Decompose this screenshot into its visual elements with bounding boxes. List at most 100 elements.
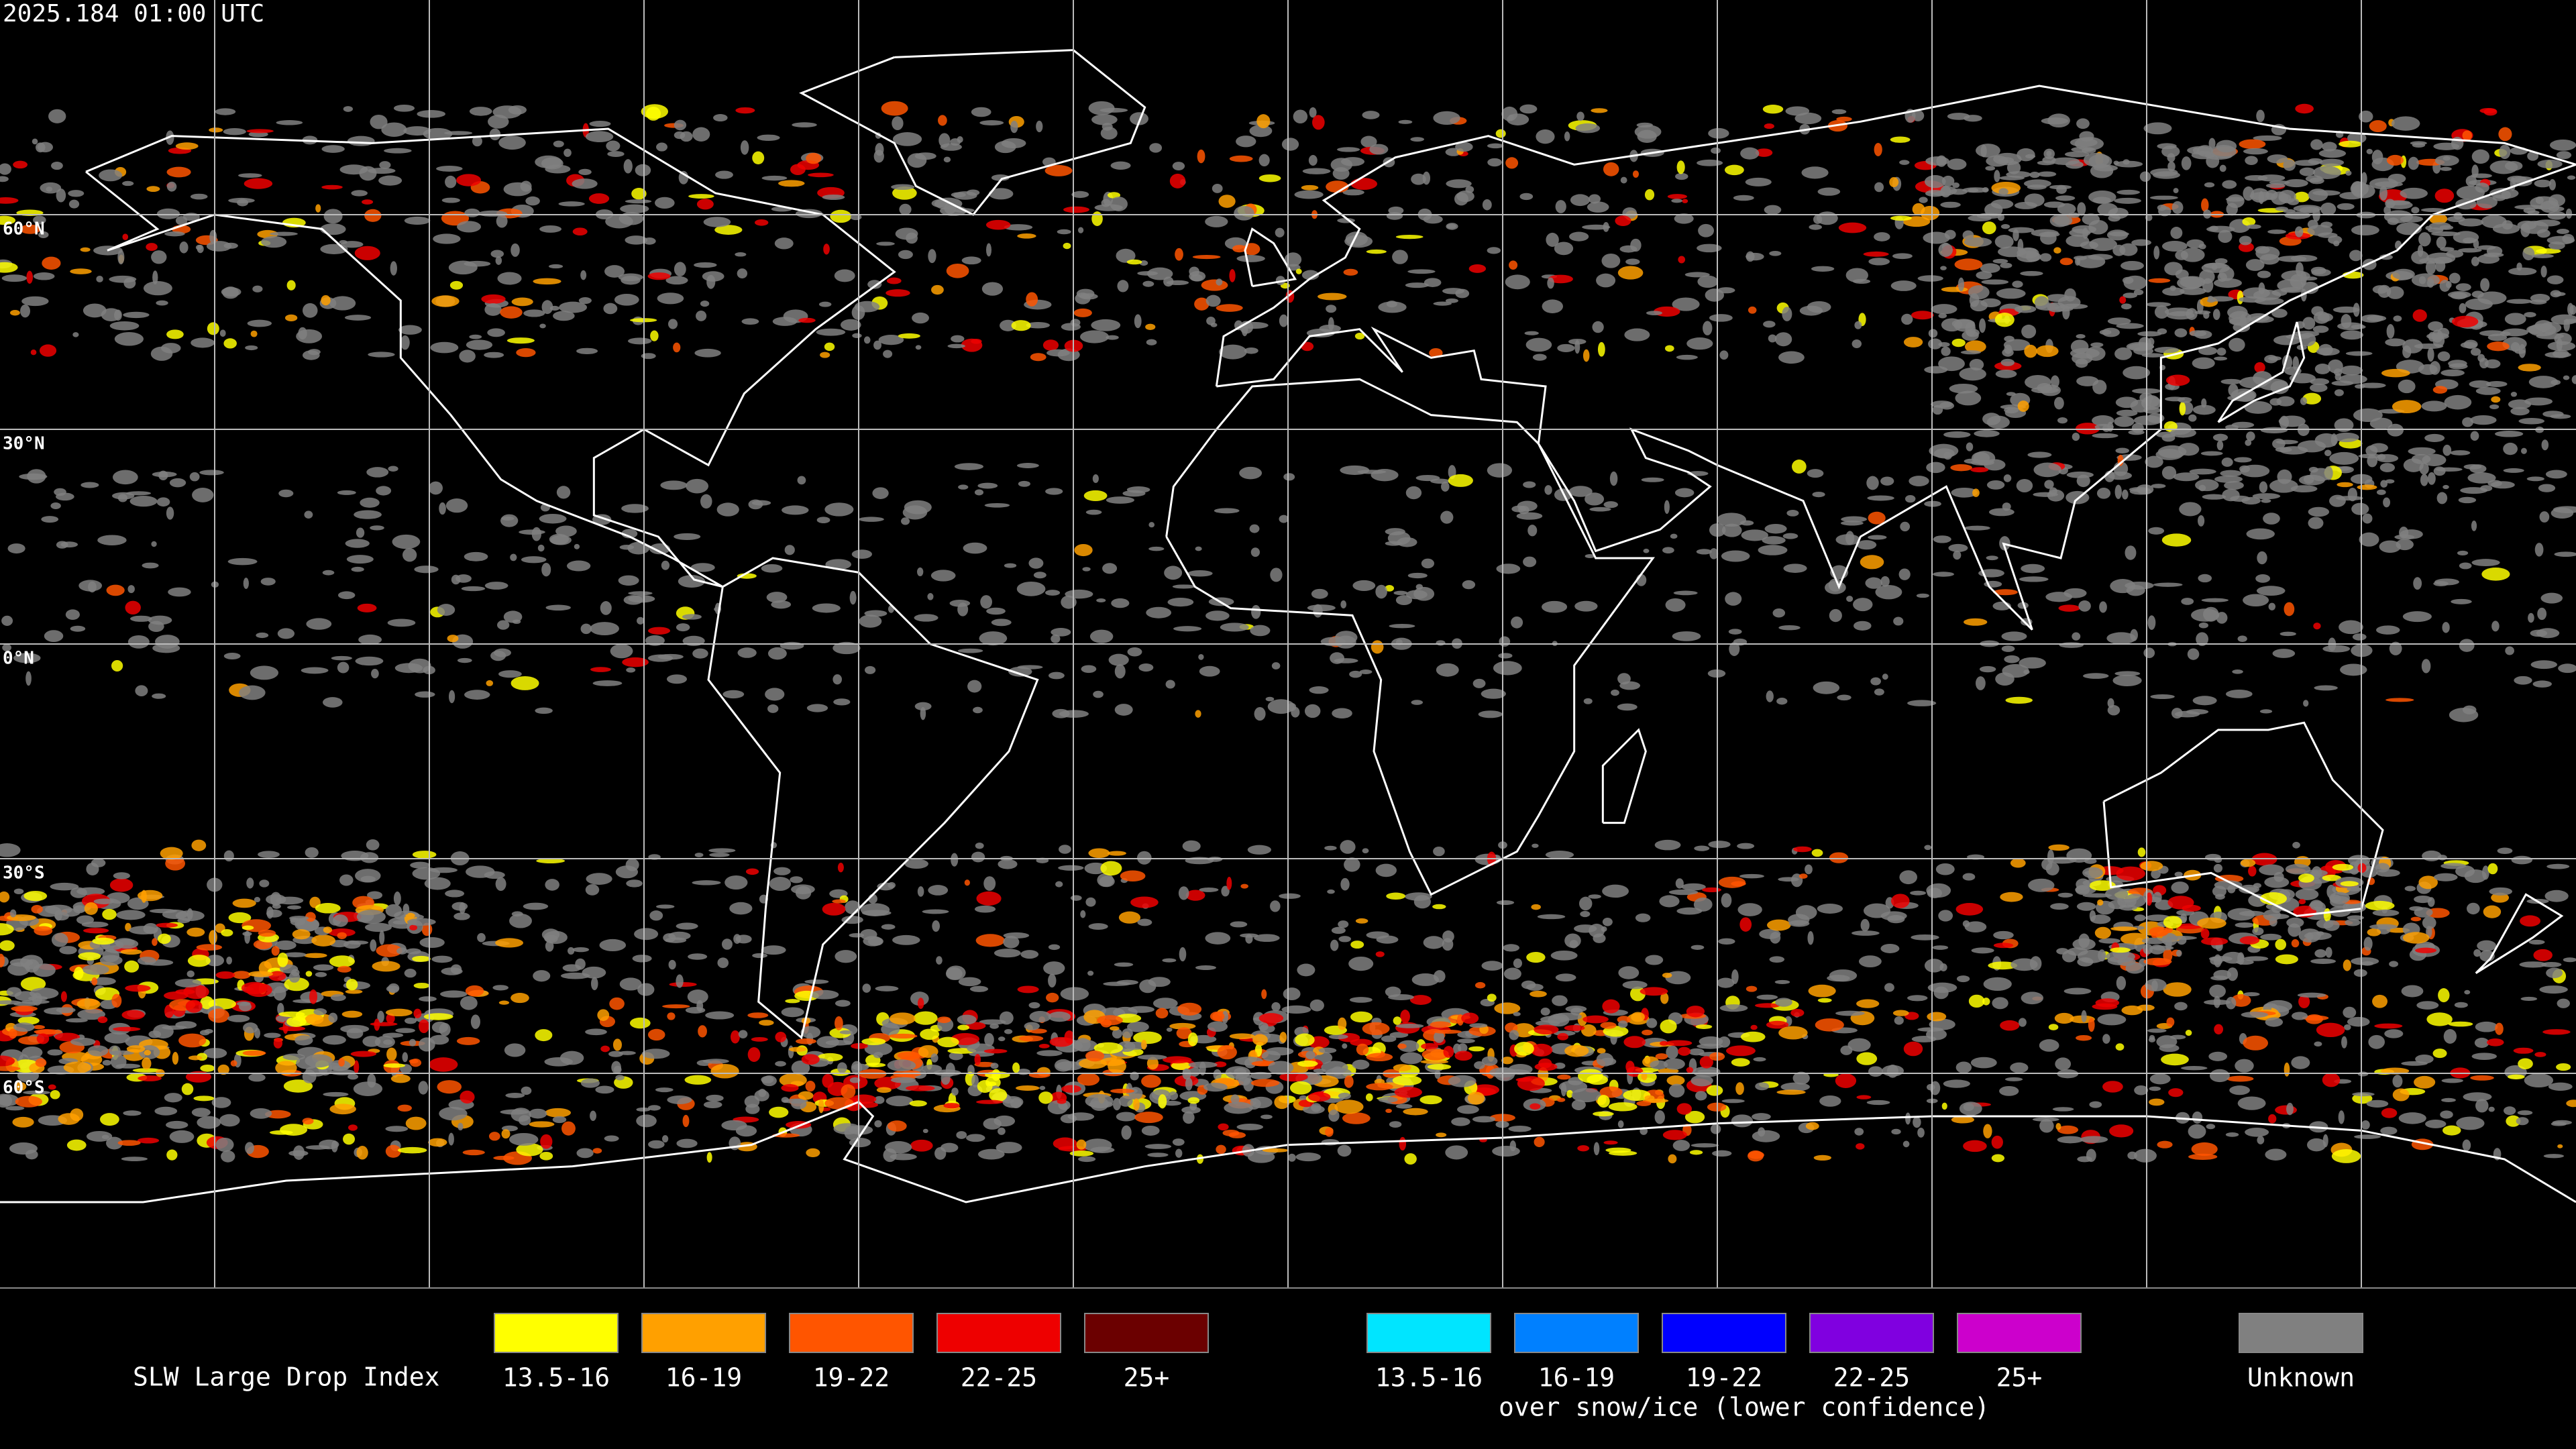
cloud-patch: [1552, 995, 1568, 1006]
cloud-patch: [348, 1124, 358, 1131]
cloud-patch: [292, 929, 311, 940]
cloud-patch: [1521, 980, 1536, 989]
cloud-patch: [1403, 1108, 1428, 1116]
cloud-patch: [1503, 967, 1521, 980]
cloud-patch: [2228, 384, 2239, 397]
cloud-patch: [798, 1091, 814, 1100]
cloud-patch: [2569, 305, 2576, 315]
cloud-patch: [2161, 533, 2192, 547]
cloud-patch: [2487, 341, 2510, 352]
cloud-patch: [2546, 967, 2563, 979]
cloud-patch: [495, 256, 502, 265]
cloud-patch: [1411, 173, 1426, 185]
cloud-patch: [9, 1028, 17, 1039]
cloud-patch: [2427, 278, 2434, 288]
cloud-patch: [1317, 292, 1347, 301]
cloud-patch: [988, 188, 1014, 200]
cloud-patch: [207, 322, 219, 335]
cloud-patch: [129, 926, 158, 935]
cloud-patch: [1407, 269, 1436, 274]
cloud-patch: [70, 887, 87, 898]
cloud-patch: [2024, 344, 2037, 358]
cloud-patch: [833, 641, 861, 655]
cloud-patch: [2283, 159, 2296, 171]
cloud-patch: [2463, 464, 2482, 470]
cloud-patch: [928, 885, 949, 896]
cloud-patch: [2116, 975, 2127, 990]
cloud-patch: [1436, 640, 1446, 646]
cloud-patch: [2314, 363, 2330, 374]
cloud-patch: [1717, 977, 1735, 988]
cloud-patch: [125, 984, 151, 992]
cloud-patch: [747, 1047, 761, 1062]
cloud-patch: [2000, 262, 2012, 268]
cloud-patch: [1110, 161, 1131, 170]
cloud-patch: [2434, 189, 2455, 203]
cloud-patch: [2275, 938, 2287, 951]
cloud-patch: [353, 1081, 383, 1096]
cloud-patch: [9, 909, 17, 918]
cloud-patch: [881, 1022, 900, 1036]
cloud-patch: [647, 272, 671, 280]
cloud-patch: [1534, 1136, 1545, 1147]
cloud-patch: [1852, 278, 1871, 284]
cloud-patch: [1375, 951, 1385, 957]
cloud-patch: [667, 1012, 676, 1020]
cloud-patch: [797, 476, 806, 485]
cloud-patch: [2151, 980, 2158, 991]
cloud-patch: [2451, 598, 2472, 604]
cloud-patch: [703, 217, 731, 227]
cloud-patch: [694, 853, 704, 857]
cloud-patch: [2245, 156, 2258, 166]
cloud-patch: [2442, 1125, 2461, 1136]
cloud-patch: [2253, 135, 2282, 141]
cloud-patch: [1097, 1015, 1123, 1026]
cloud-patch: [223, 652, 241, 659]
cloud-patch: [618, 575, 639, 586]
cloud-patch: [2275, 439, 2299, 445]
cloud-patch: [1430, 1021, 1452, 1028]
cloud-patch: [1950, 464, 1972, 472]
cloud-patch: [298, 327, 307, 340]
cloud-patch: [1763, 321, 1776, 328]
cloud-patch: [1678, 1046, 1691, 1056]
cloud-patch: [2279, 446, 2308, 455]
cloud-patch: [1265, 696, 1275, 702]
cloud-patch: [2367, 454, 2378, 468]
cloud-patch: [2076, 902, 2096, 911]
cloud-patch: [1201, 279, 1228, 291]
cloud-patch: [123, 311, 150, 319]
cloud-patch: [2486, 381, 2508, 387]
cloud-patch: [541, 563, 551, 577]
cloud-patch: [1349, 997, 1373, 1003]
cloud-patch: [1088, 101, 1115, 115]
cloud-patch: [1988, 508, 2015, 517]
cloud-patch: [1146, 606, 1172, 619]
cloud-patch: [397, 1104, 412, 1112]
cloud-patch: [2179, 401, 2186, 416]
cloud-patch: [2236, 390, 2255, 402]
cloud-patch: [634, 928, 659, 941]
cloud-patch: [1457, 1038, 1475, 1044]
cloud-patch: [1943, 451, 1952, 460]
cloud-patch: [2077, 202, 2086, 216]
cloud-patch: [1326, 305, 1337, 313]
cloud-patch: [1395, 1104, 1413, 1109]
cloud-patch: [2507, 1074, 2525, 1079]
cloud-patch: [1388, 206, 1404, 215]
cloud-patch: [2557, 1144, 2563, 1148]
cloud-patch: [156, 922, 178, 928]
cloud-patch: [221, 1150, 235, 1163]
cloud-patch: [370, 114, 388, 129]
cloud-patch: [1928, 329, 1938, 338]
cloud-patch: [11, 1006, 38, 1012]
cloud-patch: [2110, 947, 2131, 953]
cloud-patch: [2517, 220, 2537, 230]
cloud-patch: [820, 352, 830, 358]
cloud-patch: [1311, 1103, 1322, 1112]
cloud-patch: [211, 1097, 231, 1108]
cloud-patch: [1615, 215, 1631, 226]
cloud-patch: [2284, 602, 2295, 616]
cloud-patch: [2227, 908, 2255, 921]
cloud-patch: [1697, 244, 1722, 253]
